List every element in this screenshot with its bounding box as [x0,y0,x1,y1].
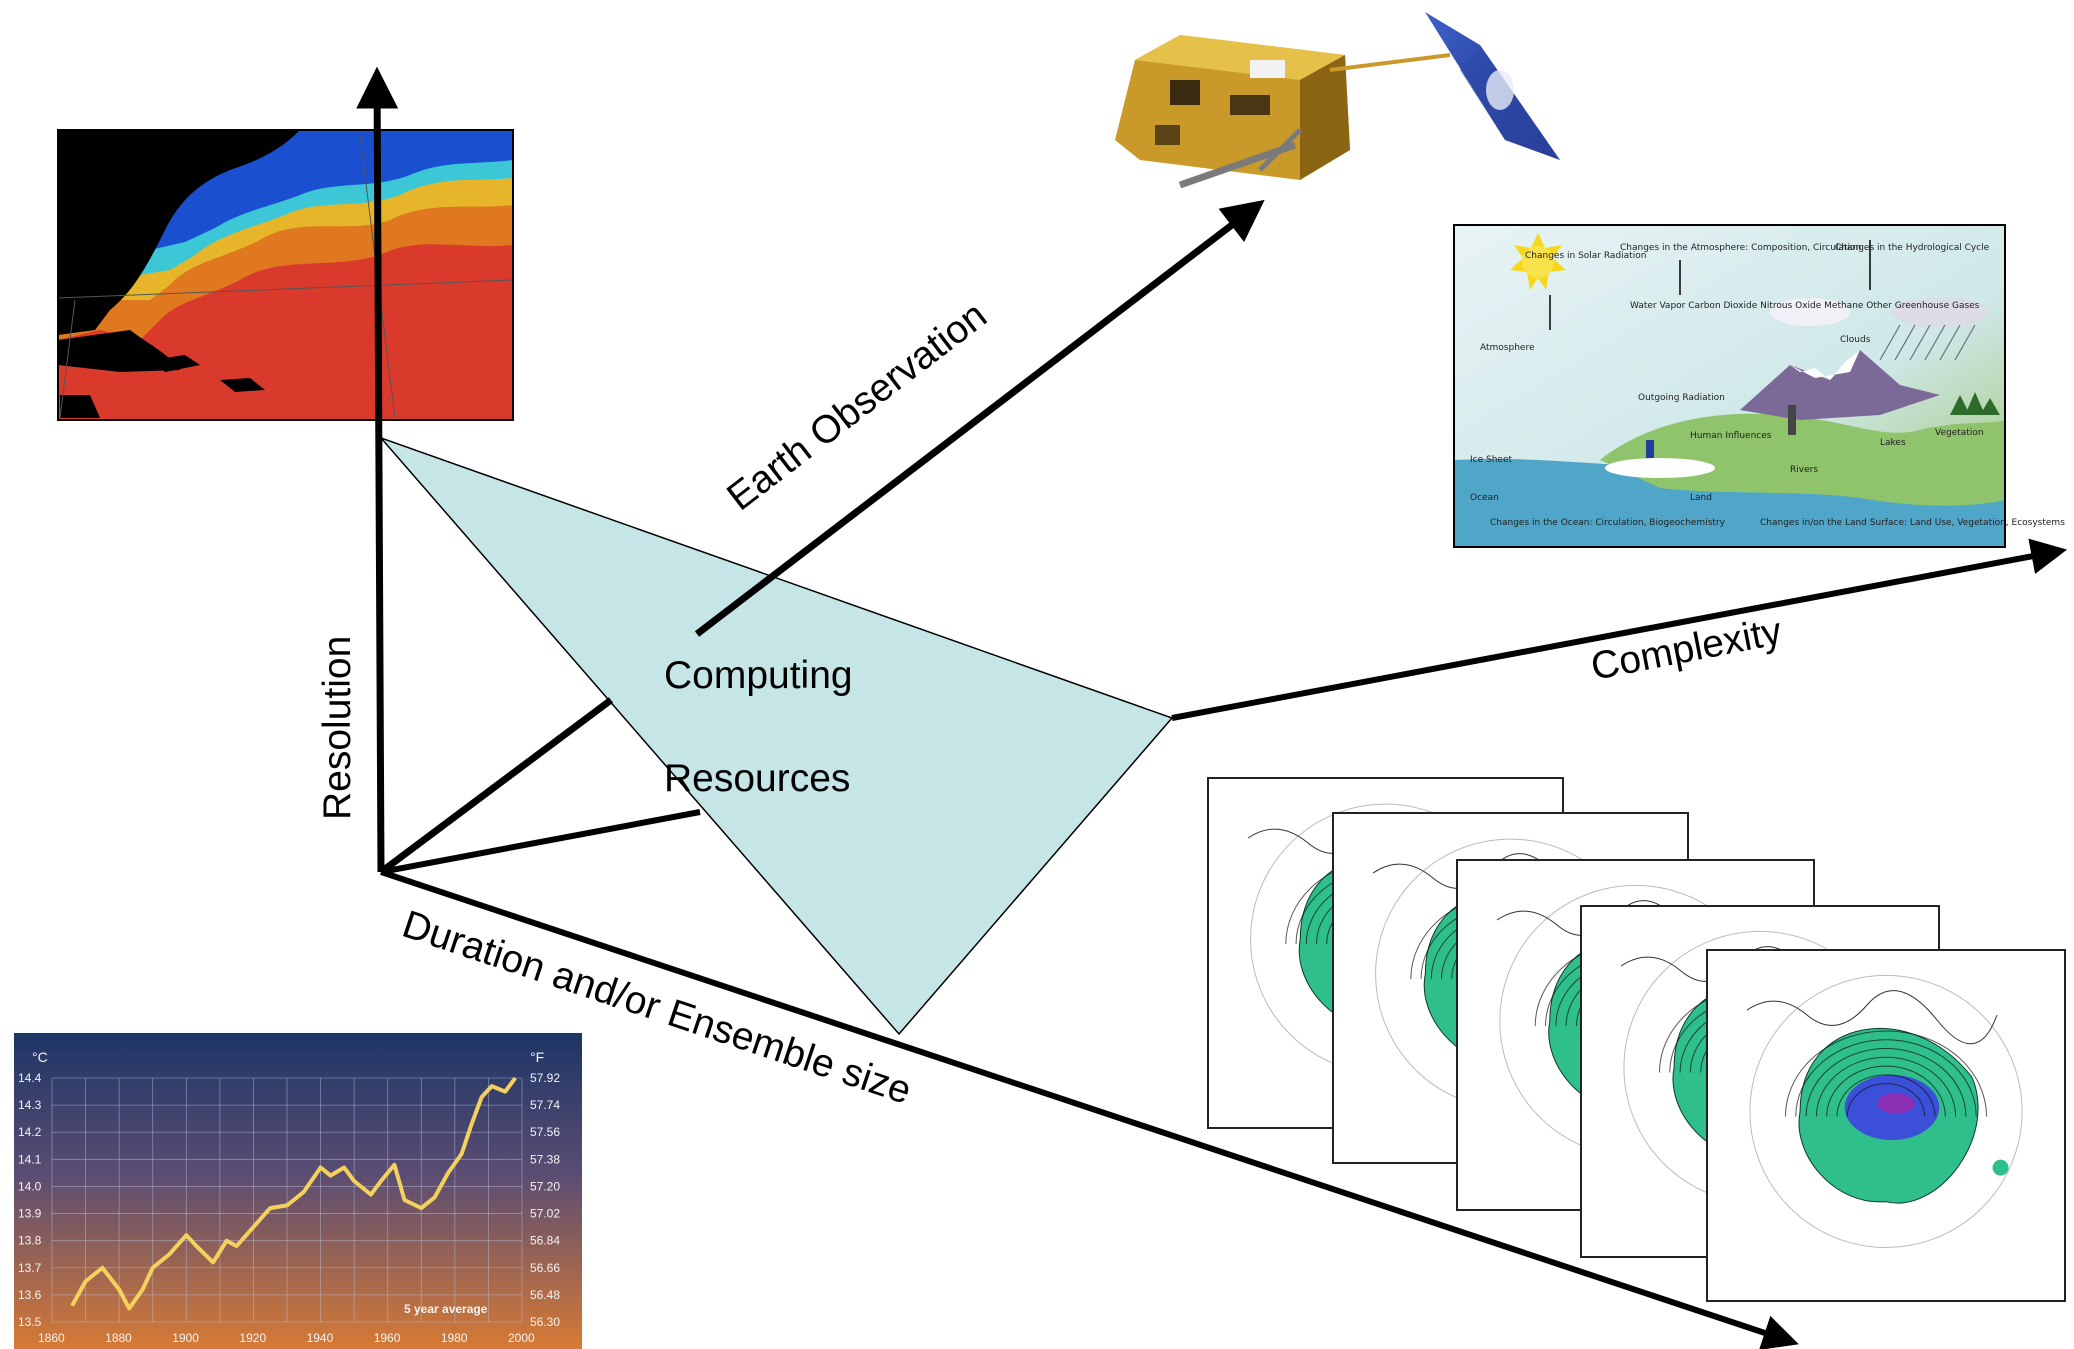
diagram-label-p: Changes in/on the Land Surface: Land Use… [1760,518,2065,528]
y-tick-label-right: 56.84 [530,1234,560,1248]
x-tick-label: 2000 [508,1331,535,1345]
earth-observation-axis [694,199,1265,637]
diagram-label-d: Water Vapor Carbon Dioxide Nitrous Oxide… [1630,301,1980,311]
x-tick-label: 1860 [38,1331,65,1345]
y-tick-label: 13.7 [18,1261,42,1275]
y-tick-label: 14.2 [18,1125,42,1139]
earth-observation-label: Earth Observation [719,294,995,519]
diagram-label-h: Human Influences [1690,431,1772,441]
diagram-label-i: Ice Sheet [1470,455,1512,465]
x-tick-label: 1880 [105,1331,132,1345]
y-tick-label: 14.4 [18,1071,42,1085]
diagram-label-o: Changes in the Ocean: Circulation, Bioge… [1490,518,1726,528]
y-tick-label-right: 56.48 [530,1288,560,1302]
diagram-label-l: Rivers [1790,465,1818,475]
y-tick-label: 13.9 [18,1207,42,1221]
y-tick-label-right: 57.02 [530,1207,560,1221]
y-tick-label: 14.3 [18,1098,42,1112]
y-tick-label-right: 57.20 [530,1179,560,1193]
chart-grid [51,1077,523,1323]
temperature-series-line [70,1076,517,1311]
forecast-map-panel [1706,949,2066,1302]
diagram-label-e: Clouds [1840,335,1871,345]
diagram-label-n: Vegetation [1935,428,1984,438]
diagram-label-f: Atmosphere [1480,343,1535,353]
x-tick-label: 1960 [374,1331,401,1345]
y-tick-label: 14.0 [18,1179,42,1193]
satellite-image [1115,12,1560,189]
y-tick-label-right: 57.38 [530,1152,560,1166]
y-tick-label: 14.1 [18,1152,42,1166]
resources-label: Resources [664,757,850,800]
average-note: 5 year average [404,1302,488,1316]
diagram-label-m: Lakes [1880,438,1906,448]
x-tick-label: 1920 [239,1331,266,1345]
resolution-label: Resolution [316,636,359,820]
x-tick-label: 1900 [172,1331,199,1345]
duration-axis [380,869,1799,1349]
ocean-temperature-map [57,129,514,421]
y-tick-label-right: 57.74 [530,1098,560,1112]
y-tick-label-right: 56.30 [530,1315,560,1329]
chart-ticks: 14.4 57.92 14.3 57.74 14.2 57.56 14.1 57.38 14.0… [18,1071,560,1345]
complexity-axis-base [380,809,701,875]
x-tick-label: 1940 [307,1331,334,1345]
y-tick-label-right: 57.56 [530,1125,560,1139]
y-tick-label: 13.8 [18,1234,42,1248]
left-unit-label: °C [32,1049,48,1065]
right-unit-label: °F [530,1049,544,1065]
y-tick-label-right: 56.66 [530,1261,560,1275]
complexity-axis [1171,538,2068,721]
climate-system-diagram: Changes in Solar Radiation Changes in th… [1453,224,2065,548]
diagram-label-j: Ocean [1470,493,1499,503]
ensemble-forecast-maps [1207,777,2066,1302]
y-tick-label: 13.5 [18,1315,42,1329]
computing-label: Computing [664,654,853,697]
diagram-label-b: Changes in the Atmosphere: Composition, … [1620,243,1861,253]
temperature-chart: 14.4 57.92 14.3 57.74 14.2 57.56 14.1 57.38 14.0… [14,1033,582,1349]
computing-resources-plane [378,436,1174,1036]
diagram-label-a: Changes in Solar Radiation [1525,251,1646,261]
earth-observation-axis-base [378,697,614,875]
diagram-label-k: Land [1690,493,1712,503]
resolution-axis [356,66,399,873]
diagram-label-g: Outgoing Radiation [1638,393,1725,403]
y-tick-label-right: 57.92 [530,1071,560,1085]
diagram-label-c: Changes in the Hydrological Cycle [1835,243,1990,253]
y-tick-label: 13.6 [18,1288,42,1302]
x-tick-label: 1980 [441,1331,468,1345]
